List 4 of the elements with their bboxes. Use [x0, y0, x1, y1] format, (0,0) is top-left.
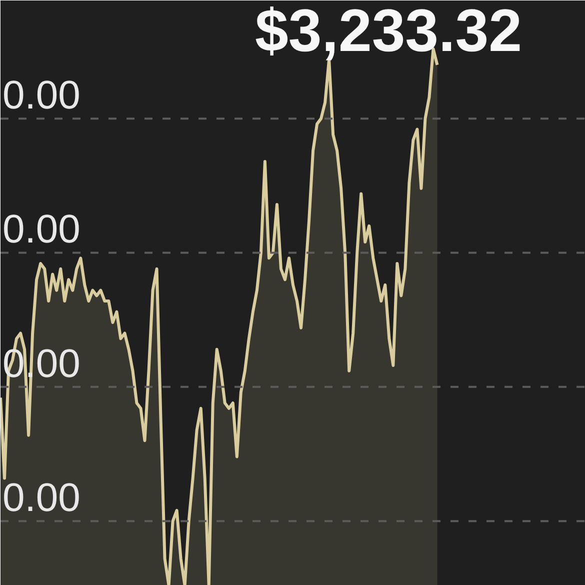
annotation: 0.00: [2, 476, 80, 520]
annotation: 0.00: [2, 74, 80, 118]
chart-title: $3,233.32: [255, 0, 522, 64]
annotation: 0.00: [2, 208, 80, 252]
